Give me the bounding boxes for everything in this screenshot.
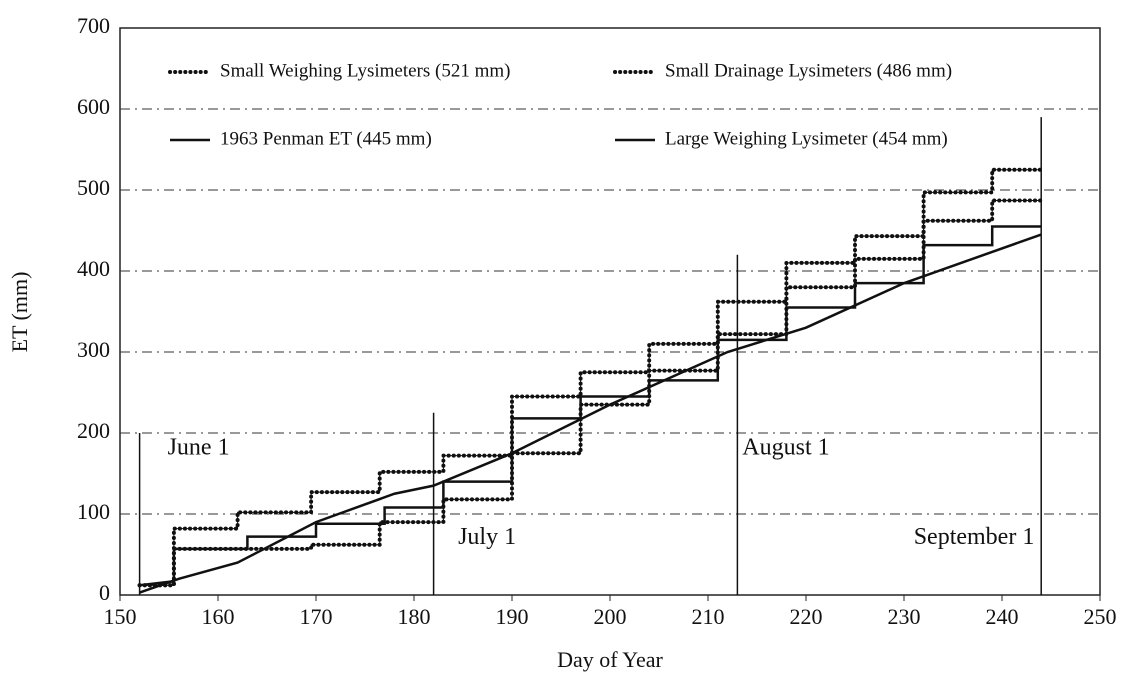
y-tick-label: 400 xyxy=(77,256,110,281)
x-tick-label: 220 xyxy=(790,604,823,629)
series-line xyxy=(139,233,1042,594)
x-tick-label: 250 xyxy=(1084,604,1117,629)
x-tick-label: 240 xyxy=(986,604,1019,629)
y-tick-label: 700 xyxy=(77,13,110,38)
x-tick-label: 170 xyxy=(300,604,333,629)
date-label: June 1 xyxy=(168,435,230,461)
series-line xyxy=(137,167,1044,588)
x-tick-label: 180 xyxy=(398,604,431,629)
date-label: September 1 xyxy=(914,524,1035,550)
y-tick-label: 500 xyxy=(77,175,110,200)
x-tick-label: 150 xyxy=(104,604,137,629)
x-tick-label: 190 xyxy=(496,604,529,629)
date-label: July 1 xyxy=(458,524,516,550)
plot-frame xyxy=(119,27,1101,596)
y-tick-label: 200 xyxy=(77,418,110,443)
y-tick-label: 100 xyxy=(77,499,110,524)
x-tick-label: 200 xyxy=(594,604,627,629)
series-line-core xyxy=(139,200,1042,586)
y-tick-label: 0 xyxy=(99,580,110,605)
x-tick-label: 160 xyxy=(202,604,235,629)
x-tick-label: 230 xyxy=(888,604,921,629)
series-line xyxy=(139,225,1042,587)
x-axis-label: Day of Year xyxy=(557,647,663,672)
legend-label: Large Weighing Lysimeter (454 mm) xyxy=(665,128,948,149)
y-axis-label: ET (mm) xyxy=(7,272,32,353)
x-tick-label: 210 xyxy=(692,604,725,629)
series-line xyxy=(137,198,1044,588)
series-line-core xyxy=(139,169,1042,586)
legend-label: Small Weighing Lysimeters (521 mm) xyxy=(220,60,510,81)
y-tick-label: 300 xyxy=(77,337,110,362)
legend-label: 1963 Penman ET (445 mm) xyxy=(220,128,432,149)
legend-label: Small Drainage Lysimeters (486 mm) xyxy=(665,60,952,81)
date-label: August 1 xyxy=(742,435,829,461)
y-tick-label: 600 xyxy=(77,94,110,119)
